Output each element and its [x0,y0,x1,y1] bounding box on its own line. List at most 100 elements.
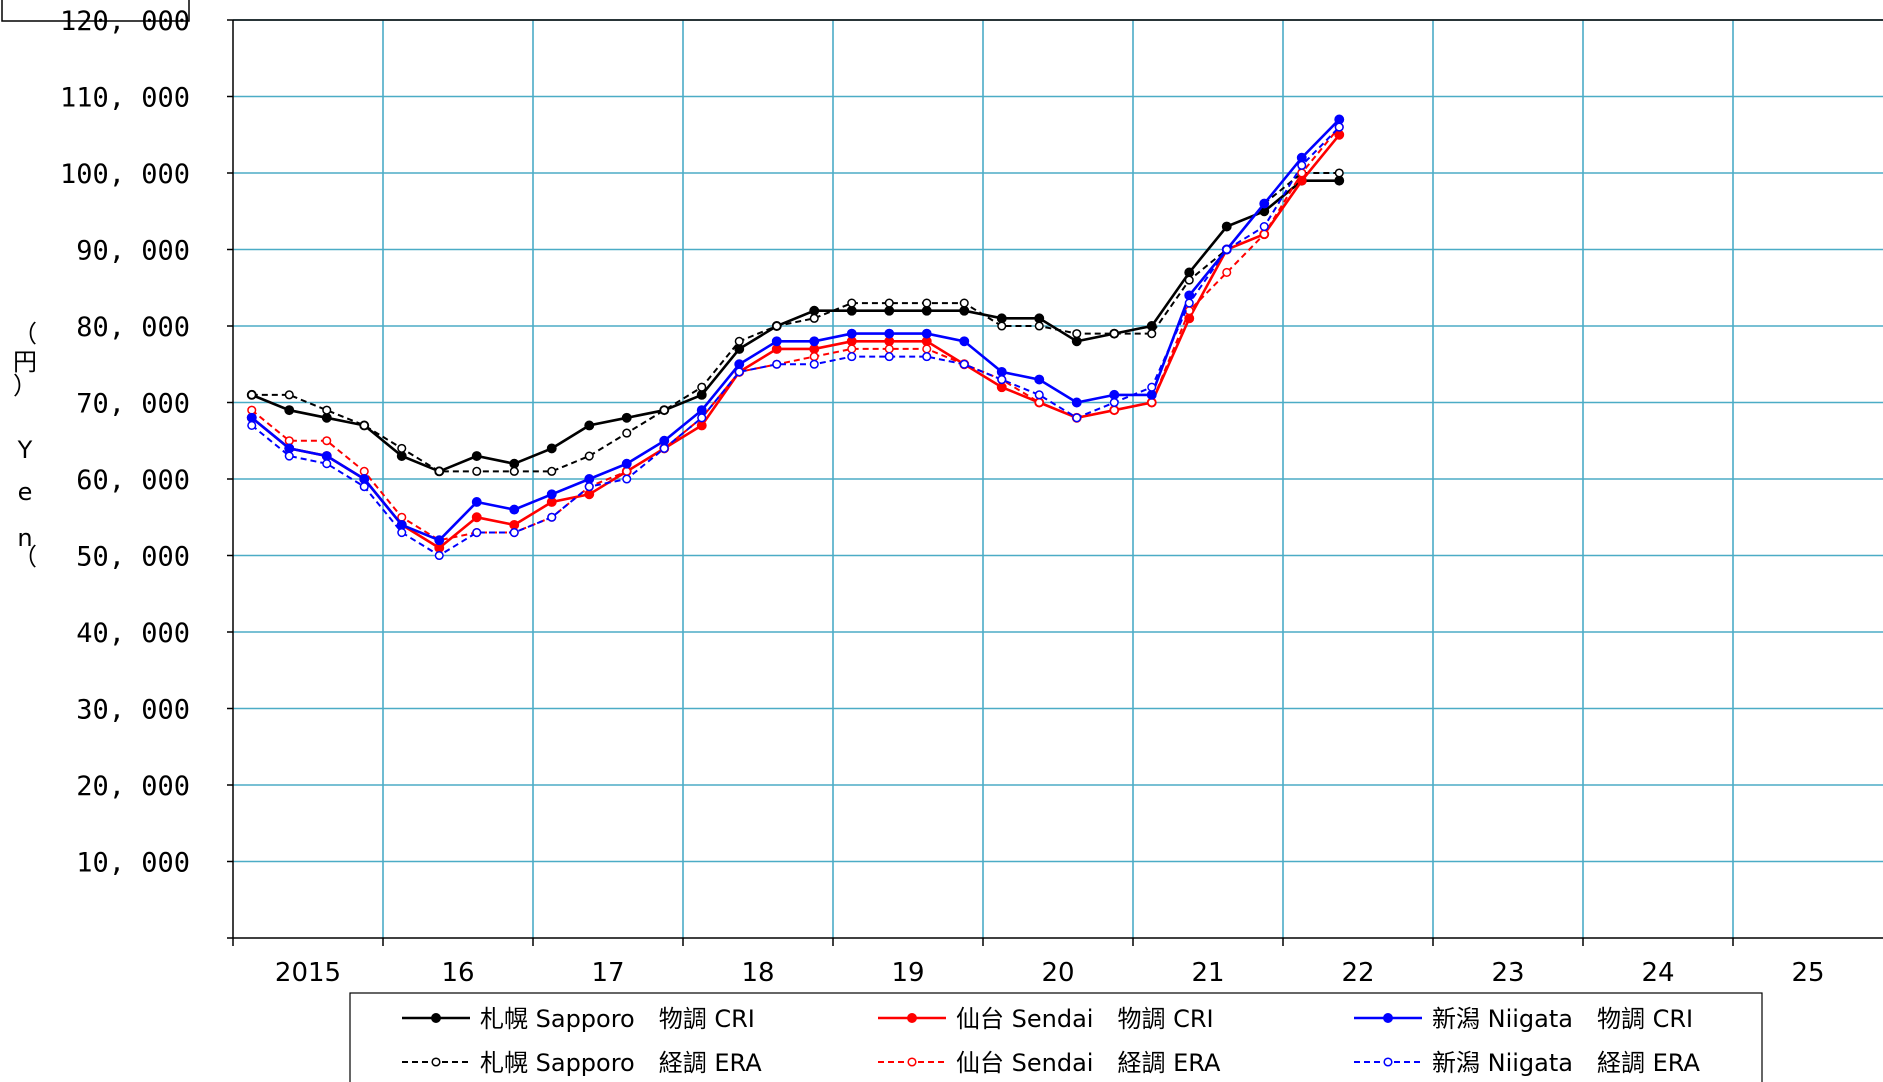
data-point [959,336,970,347]
x-tick-label: 21 [1191,958,1224,988]
y-axis-label-char: n [17,524,32,552]
y-axis-label-char: Y [17,436,33,464]
data-point [659,443,669,453]
data-point [1296,175,1307,186]
data-point [884,328,895,339]
data-point [1109,389,1120,400]
data-point [247,405,257,415]
data-point [1222,244,1232,255]
data-point [359,482,369,492]
x-axis-tick-labels: 2015 16 17 18 19 20 21 22 23 24 25 [275,958,1825,988]
data-point [396,451,407,461]
series-lines [246,114,1345,561]
y-tick-label: 50, 000 [76,542,190,573]
data-point [1147,329,1157,339]
data-point [471,497,482,507]
y-tick-label: 30, 000 [76,695,190,726]
data-point [397,443,407,453]
top-left-box [1,0,190,22]
series-line [251,126,1341,557]
data-point [809,359,819,369]
data-point [284,405,295,416]
data-point [1147,397,1157,408]
data-point [922,298,932,308]
data-point [546,489,557,500]
data-point [509,504,520,515]
data-point [1109,329,1119,339]
data-point [734,336,744,346]
legend-marker [431,1013,441,1023]
y-tick-label: 10, 000 [76,848,190,879]
data-point [1334,168,1344,178]
legend-marker [431,1057,441,1067]
data-point [1184,313,1195,324]
data-point [1034,321,1044,331]
data-point [1034,390,1044,400]
data-point [697,413,707,423]
y-tick-label: 20, 000 [76,771,190,802]
data-point [472,528,482,538]
y-axis-label: （円）Yen（ [13,320,37,571]
x-tick-label: 16 [441,958,474,988]
data-point [1221,221,1232,232]
data-point [1034,397,1044,408]
data-point [884,305,895,316]
data-point [247,390,257,400]
data-point [284,443,295,454]
data-point [1071,397,1082,408]
data-point [284,451,294,461]
data-point [1109,397,1119,408]
x-tick-label: 23 [1491,958,1524,988]
data-point [622,474,632,484]
data-point [321,451,332,461]
data-point [996,382,1007,393]
y-tick-label: 40, 000 [76,618,190,649]
data-point [1034,313,1045,324]
data-point [1146,389,1157,400]
legend-label: 札幌 Sapporo 物調 CRI [480,1005,755,1033]
data-point [921,305,932,316]
data-point [847,352,857,362]
data-point [322,405,332,415]
x-tick-label: 19 [891,958,924,988]
data-point [322,459,332,469]
data-point [847,298,857,308]
data-point [1259,229,1269,239]
data-point [1259,222,1269,232]
data-point [1071,336,1082,347]
legend-label: 新潟 Niigata 物調 CRI [1432,1005,1693,1033]
axes [227,19,1883,946]
data-point [1109,405,1119,415]
data-point [434,535,445,546]
data-point [809,305,820,316]
data-point [884,344,894,354]
legend-marker [907,1057,917,1067]
data-point [734,367,744,377]
y-axis-label-char: 円 [13,348,37,376]
data-point [697,382,707,392]
data-point [772,321,782,331]
data-point [471,512,482,523]
legend-marker [907,1013,917,1023]
y-axis-label-char: ） [13,372,37,400]
x-tick-label: 2015 [275,958,341,988]
data-point [1334,175,1345,186]
data-point [771,336,782,347]
x-tick-label: 17 [591,958,624,988]
data-point [1222,267,1232,278]
data-point [322,436,332,446]
data-point [246,412,257,423]
data-point [284,436,294,446]
data-point [847,344,857,354]
data-point [809,336,820,347]
data-point [922,344,932,354]
legend: 札幌 Sapporo 物調 CRI 札幌 Sapporo 経調 ERA 仙台 Sen… [349,992,1763,1082]
data-point [547,466,557,476]
y-tick-label: 60, 000 [76,465,190,496]
data-point [734,359,745,370]
data-point [846,328,857,339]
legend-label: 新潟 Niigata 経調 ERA [1432,1049,1700,1077]
data-point [584,482,594,492]
data-point [284,390,294,400]
